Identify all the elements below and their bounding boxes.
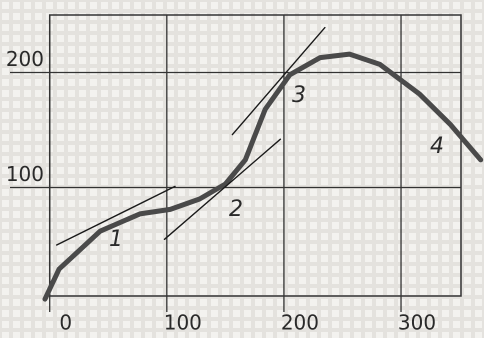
y-tick-label: 200 bbox=[6, 47, 44, 71]
x-tick-label: 0 bbox=[59, 311, 72, 335]
y-tick-label: 100 bbox=[6, 162, 44, 186]
annotation: 4 bbox=[430, 134, 444, 159]
x-tick-label: 300 bbox=[398, 311, 436, 335]
x-tick-label: 100 bbox=[164, 311, 202, 335]
x-tick-label: 200 bbox=[281, 311, 319, 335]
graph-paper bbox=[0, 0, 484, 338]
chart: 0 100 200 300 100 200 1 2 3 4 bbox=[0, 0, 484, 338]
annotation: 3 bbox=[292, 83, 306, 108]
annotation: 1 bbox=[109, 227, 123, 252]
annotation: 2 bbox=[229, 197, 243, 222]
